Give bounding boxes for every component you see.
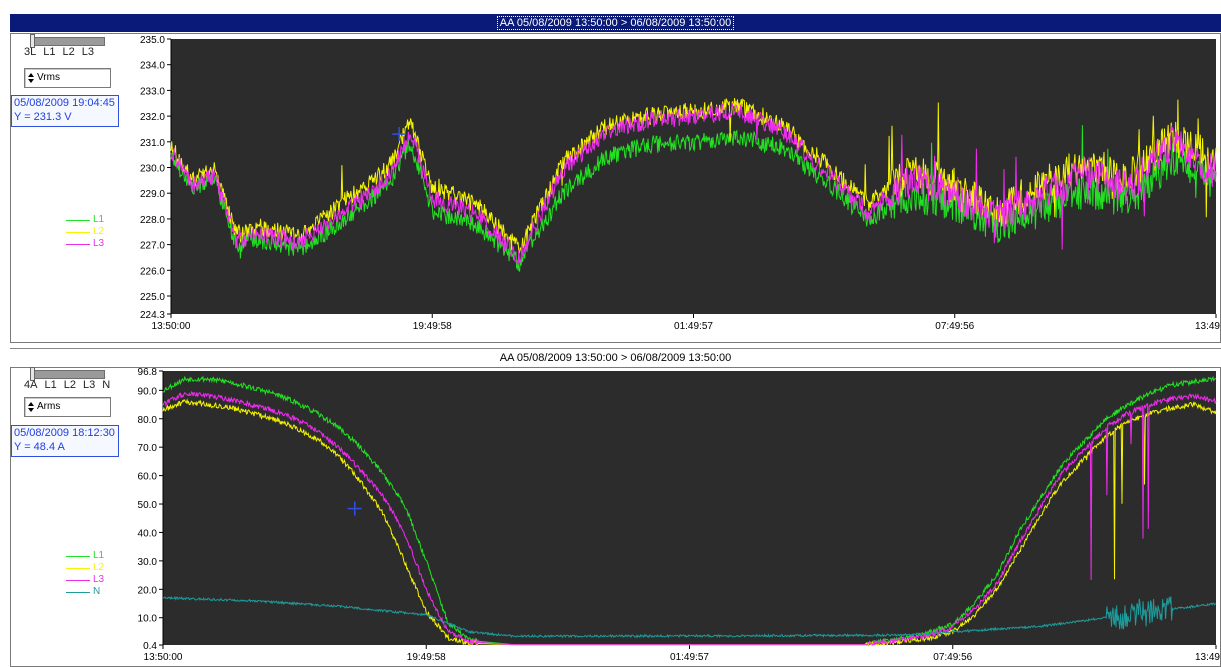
- x-tick-label: 07:49:56: [933, 652, 972, 663]
- y-tick-label: 30.0: [138, 557, 158, 568]
- vrms-panel: AA 05/08/2009 13:50:00 > 06/08/2009 13:5…: [0, 0, 1221, 345]
- phase-slider-track[interactable]: [32, 37, 105, 46]
- y-tick-label: 0.4: [143, 641, 157, 652]
- cursor-value: Y = 231.3 V: [14, 111, 72, 123]
- x-tick-label: 01:49:57: [674, 321, 713, 332]
- y-tick-label: 229.0: [140, 189, 165, 200]
- series-line-l3: [170, 103, 1217, 265]
- selector-label-l2[interactable]: L2: [63, 379, 76, 391]
- vrms-title-text: AA 05/08/2009 13:50:00 > 06/08/2009 13:5…: [496, 16, 735, 30]
- x-tick-label: 07:49:56: [935, 321, 974, 332]
- vrms-cursor-readout: 05/08/2009 19:04:45 Y = 231.3 V: [11, 95, 119, 127]
- x-tick-label: 19:49:58: [407, 652, 446, 663]
- selector-label-l1[interactable]: L1: [44, 379, 57, 391]
- x-tick-label: 13:49: [1195, 321, 1220, 332]
- y-tick-label: 232.0: [140, 112, 165, 123]
- selector-label-l2[interactable]: L2: [62, 46, 75, 58]
- y-tick-label: 235.0: [140, 35, 165, 46]
- y-tick-label: 225.0: [140, 292, 165, 303]
- selector-label-3l[interactable]: 3L: [24, 46, 37, 58]
- arms-quantity-spinner[interactable]: Arms: [24, 397, 111, 417]
- y-tick-label: 90.0: [138, 386, 158, 397]
- y-tick-label: 96.8: [138, 367, 158, 378]
- series-line-n: [162, 595, 1217, 639]
- y-tick-label: 20.0: [138, 585, 158, 596]
- cursor-time: 05/08/2009 19:04:45: [14, 97, 115, 109]
- cursor-crosshair[interactable]: [392, 127, 407, 142]
- legend-label-l2: L2: [93, 562, 105, 573]
- cursor-crosshair[interactable]: [347, 501, 362, 516]
- vrms-panel-title: AA 05/08/2009 13:50:00 > 06/08/2009 13:5…: [10, 14, 1221, 32]
- selector-label-l1[interactable]: L1: [43, 46, 56, 58]
- arms-title-text: AA 05/08/2009 13:50:00 > 06/08/2009 13:5…: [499, 352, 732, 364]
- y-tick-label: 226.0: [140, 266, 165, 277]
- y-tick-label: 40.0: [138, 528, 158, 539]
- vrms-quantity-spinner[interactable]: Vrms: [24, 68, 111, 88]
- y-tick-label: 231.0: [140, 138, 165, 149]
- plot-area[interactable]: [163, 371, 1216, 645]
- cursor-time: 05/08/2009 18:12:30: [14, 427, 115, 439]
- x-tick-label: 01:49:57: [670, 652, 709, 663]
- phase-slider-thumb[interactable]: [30, 34, 35, 48]
- legend-label-l2: L2: [93, 226, 105, 237]
- arms-chart[interactable]: 96.8 90.0 80.0 70.0 60.0 50.0 40.0 30.0 20.0 10.0…: [0, 345, 1221, 666]
- arms-panel: AA 05/08/2009 13:50:00 > 06/08/2009 13:5…: [0, 345, 1221, 667]
- series-line-l1: [170, 125, 1217, 273]
- selector-label-4a[interactable]: 4A: [24, 379, 38, 391]
- legend-label-l1: L1: [93, 550, 105, 561]
- y-tick-label: 80.0: [138, 415, 158, 426]
- spinner-arrows-icon[interactable]: [28, 401, 34, 413]
- legend-label-n: N: [93, 586, 101, 597]
- vrms-chart[interactable]: 235.0 234.0 233.0 232.0 231.0 230.0 229.0 228.0…: [0, 0, 1221, 345]
- y-tick-label: 233.0: [140, 86, 165, 97]
- x-tick-label: 19:49:58: [413, 321, 452, 332]
- y-tick-label: 228.0: [140, 215, 165, 226]
- phase-selector-labels: 4A L1 L2 L3 N: [24, 379, 117, 391]
- series-line-l2: [170, 98, 1217, 254]
- y-tick-label: 50.0: [138, 500, 158, 511]
- x-tick-label: 13:50:00: [152, 321, 191, 332]
- selector-label-l3[interactable]: L3: [81, 46, 94, 58]
- phase-slider-thumb[interactable]: [30, 367, 35, 381]
- y-tick-label: 60.0: [138, 472, 158, 483]
- quantity-value: Vrms: [37, 72, 60, 83]
- x-tick-label: 13:49: [1195, 652, 1220, 663]
- legend-label-l3: L3: [93, 238, 105, 249]
- spinner-arrows-icon[interactable]: [28, 72, 34, 84]
- series-line-l3: [162, 390, 1217, 647]
- legend-label-l1: L1: [93, 214, 105, 225]
- y-tick-label: 224.3: [140, 310, 165, 321]
- quantity-value: Arms: [37, 401, 61, 412]
- phase-selector-labels: 3L L1 L2 L3: [24, 46, 101, 58]
- legend-label-l3: L3: [93, 574, 105, 585]
- y-tick-label: 234.0: [140, 61, 165, 72]
- selector-label-n[interactable]: N: [102, 379, 111, 391]
- phase-slider-track[interactable]: [32, 370, 105, 379]
- selector-label-l3[interactable]: L3: [82, 379, 96, 391]
- y-tick-label: 10.0: [138, 614, 158, 625]
- y-tick-label: 227.0: [140, 241, 165, 252]
- cursor-value: Y = 48.4 A: [14, 441, 65, 453]
- y-tick-label: 70.0: [138, 443, 158, 454]
- arms-cursor-readout: 05/08/2009 18:12:30 Y = 48.4 A: [11, 425, 119, 457]
- y-tick-label: 230.0: [140, 164, 165, 175]
- x-tick-label: 13:50:00: [144, 652, 183, 663]
